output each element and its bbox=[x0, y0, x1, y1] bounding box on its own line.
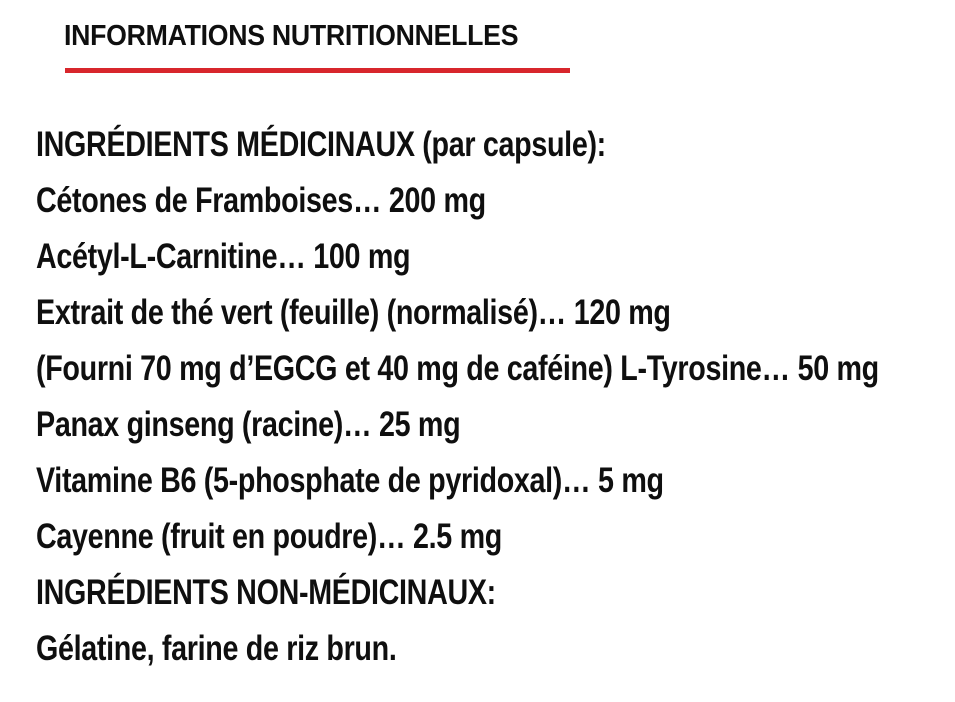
ingredient-line-text: Cayenne (fruit en poudre)… 2.5 mg bbox=[36, 517, 502, 556]
ingredient-line-green-tea-extract: Extrait de thé vert (feuille) (normalisé… bbox=[36, 285, 955, 341]
non-medicinal-ingredients-list-text: Gélatine, farine de riz brun. bbox=[36, 629, 397, 668]
ingredient-line-text: Vitamine B6 (5-phosphate de pyridoxal)… … bbox=[36, 461, 664, 500]
ingredients-text-block: INGRÉDIENTS MÉDICINAUX (par capsule): Cé… bbox=[36, 117, 955, 677]
non-medicinal-ingredients-heading-text: INGRÉDIENTS NON-MÉDICINAUX: bbox=[36, 573, 496, 612]
ingredient-line-panax-ginseng: Panax ginseng (racine)… 25 mg bbox=[36, 397, 955, 453]
label-header: INFORMATIONS NUTRITIONNELLES bbox=[64, 14, 558, 58]
ingredient-line-text: (Fourni 70 mg d’EGCG et 40 mg de caféine… bbox=[36, 349, 879, 388]
ingredient-line-text: Panax ginseng (racine)… 25 mg bbox=[36, 405, 461, 444]
non-medicinal-ingredients-list: Gélatine, farine de riz brun. bbox=[36, 621, 955, 677]
medicinal-ingredients-heading: INGRÉDIENTS MÉDICINAUX (par capsule): bbox=[36, 117, 955, 173]
medicinal-ingredients-heading-text: INGRÉDIENTS MÉDICINAUX (par capsule): bbox=[36, 125, 606, 164]
non-medicinal-ingredients-heading: INGRÉDIENTS NON-MÉDICINAUX: bbox=[36, 565, 955, 621]
ingredient-line-text: Extrait de thé vert (feuille) (normalisé… bbox=[36, 293, 671, 332]
ingredient-line-cayenne: Cayenne (fruit en poudre)… 2.5 mg bbox=[36, 509, 955, 565]
ingredient-line-text: Acétyl-L-Carnitine… 100 mg bbox=[36, 237, 411, 276]
ingredient-line-acetyl-l-carnitine: Acétyl-L-Carnitine… 100 mg bbox=[36, 229, 955, 285]
ingredient-line-text: Cétones de Framboises… 200 mg bbox=[36, 181, 486, 220]
page-title: INFORMATIONS NUTRITIONNELLES bbox=[64, 19, 519, 52]
ingredient-line-raspberry-ketones: Cétones de Framboises… 200 mg bbox=[36, 173, 955, 229]
ingredient-line-egcg-caffeine-l-tyrosine: (Fourni 70 mg d’EGCG et 40 mg de caféine… bbox=[36, 341, 955, 397]
ingredient-line-vitamin-b6: Vitamine B6 (5-phosphate de pyridoxal)… … bbox=[36, 453, 955, 509]
title-underline-rule bbox=[65, 68, 570, 73]
